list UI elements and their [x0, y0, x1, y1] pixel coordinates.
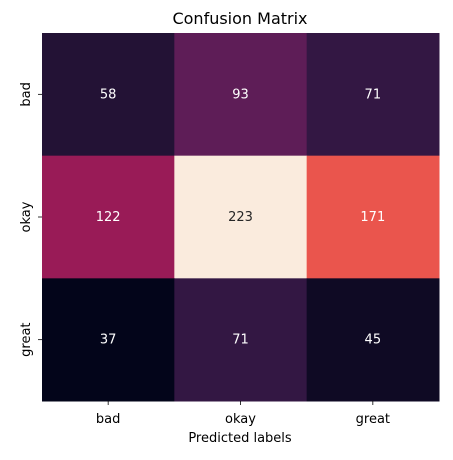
x-tick-label-great: great — [356, 412, 390, 427]
y-tick-label-great: great — [19, 322, 34, 356]
heatmap-cell-okay-great — [306, 155, 440, 279]
cell-value-bad-okay: 93 — [232, 87, 249, 102]
cell-value-great-bad: 37 — [100, 333, 117, 348]
x-tick-label-okay: okay — [225, 412, 256, 427]
heatmap-cell-okay-okay — [174, 155, 308, 279]
heatmap-cell-great-okay — [174, 278, 308, 402]
heatmap-cell-bad-bad — [42, 33, 175, 157]
cell-value-okay-okay: 223 — [228, 210, 253, 225]
cell-value-great-great: 45 — [365, 333, 382, 348]
cell-value-okay-great: 171 — [360, 210, 385, 225]
heatmap-cell-bad-okay — [174, 33, 308, 157]
chart-title: Confusion Matrix — [172, 9, 307, 28]
heatmap-cell-bad-great — [306, 33, 440, 157]
y-tick-label-okay: okay — [19, 201, 34, 232]
x-axis: bad okay great — [96, 401, 390, 427]
y-axis: bad okay great — [19, 82, 42, 357]
y-tick-label-bad: bad — [19, 82, 34, 106]
cell-annotations: 58 93 71 122 223 171 37 71 45 — [96, 87, 385, 347]
cell-value-okay-bad: 122 — [96, 210, 121, 225]
heatmap-cell-great-bad — [42, 278, 175, 402]
heatmap-cell-okay-bad — [42, 155, 175, 279]
heatmap-cell-great-great — [306, 278, 440, 402]
x-tick-label-bad: bad — [96, 412, 120, 427]
cell-value-bad-great: 71 — [365, 87, 382, 102]
x-axis-label: Predicted labels — [188, 431, 292, 446]
cell-value-great-okay: 71 — [232, 333, 249, 348]
cell-value-bad-bad: 58 — [100, 87, 117, 102]
heatmap-cells — [42, 33, 440, 402]
